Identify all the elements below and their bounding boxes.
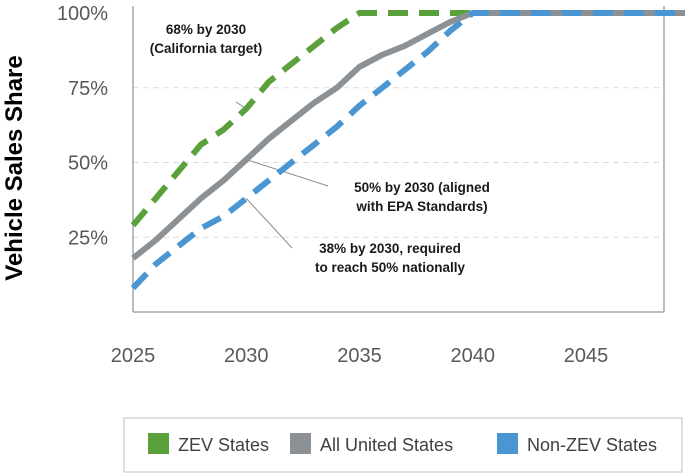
legend-swatch [290, 433, 311, 454]
legend-swatch [148, 433, 169, 454]
series-line-zev-states [130, 10, 685, 228]
x-tick-label: 2025 [111, 345, 156, 367]
annotation-text: to reach 50% nationally [315, 260, 466, 275]
series-line-all-united-states [131, 10, 685, 261]
annotation-leader [245, 198, 293, 249]
legend-box [123, 417, 683, 473]
axes [132, 6, 665, 313]
annotation-text: (California target) [150, 41, 263, 56]
x-tick-labels: 2025 2030 2035 2040 2045 [111, 345, 609, 367]
y-tick-label: 75% [68, 78, 108, 100]
y-tick-label: 25% [68, 227, 108, 249]
legend-label: Non-ZEV States [527, 435, 657, 455]
annotation-text: 68% by 2030 [166, 22, 246, 37]
annotation-leader [246, 159, 329, 187]
x-tick-label: 2045 [564, 345, 609, 367]
grid-lines [133, 87, 664, 238]
x-tick-label: 2030 [224, 345, 269, 367]
series-lines [130, 10, 685, 291]
annotation-text: with EPA Standards) [355, 199, 487, 214]
y-axis-label: Vehicle Sales Share [1, 55, 28, 280]
annotation-leader-lines [235, 101, 329, 249]
legend-swatch [497, 433, 518, 454]
y-tick-label: 50% [68, 153, 108, 175]
legend-label: All United States [320, 435, 453, 455]
annotation-text: 38% by 2030, required [319, 241, 461, 256]
annotations: 68% by 2030 (California target) 50% by 203… [150, 22, 490, 275]
legend-label: ZEV States [178, 435, 269, 455]
x-tick-label: 2040 [451, 345, 496, 367]
legend: ZEV States All United States Non-ZEV State… [123, 417, 683, 473]
x-tick-label: 2035 [337, 345, 382, 367]
series-line-non-zev-states [130, 10, 685, 291]
y-tick-label: 100% [57, 3, 108, 25]
annotation-text: 50% by 2030 (aligned [354, 180, 490, 195]
y-tick-labels: 25% 50% 75% 100% [57, 3, 108, 249]
